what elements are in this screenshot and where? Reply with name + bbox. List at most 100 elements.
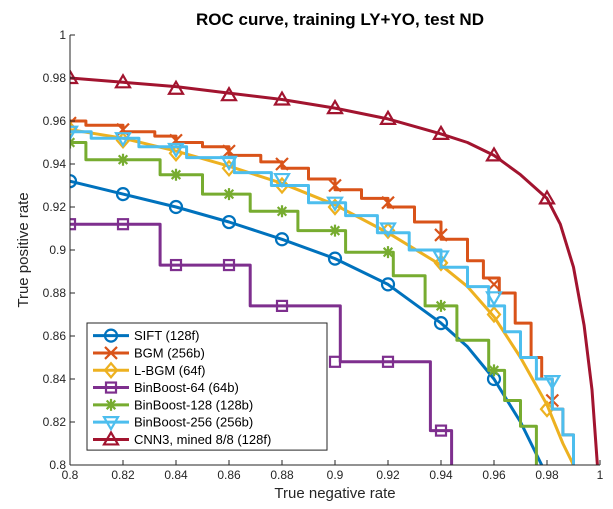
legend-label-2: L-BGM (64f) bbox=[134, 363, 206, 378]
x-tick-label-1: 0.82 bbox=[111, 468, 135, 482]
x-tick-label-2: 0.84 bbox=[164, 468, 188, 482]
series-5-marker-0 bbox=[70, 125, 79, 141]
series-5-marker-1 bbox=[114, 132, 132, 148]
series-0-marker-3 bbox=[221, 214, 237, 230]
y-tick-label-10: 1 bbox=[59, 28, 66, 42]
series-line-0 bbox=[70, 179, 544, 465]
legend-swatch-marker-2 bbox=[103, 361, 119, 379]
series-layer bbox=[70, 68, 599, 465]
legend-label-6: CNN3, mined 8/8 (128f) bbox=[134, 432, 271, 447]
x-tick-label-7: 0.94 bbox=[429, 468, 453, 482]
series-6-marker-7 bbox=[432, 124, 450, 140]
y-tick-label-5: 0.9 bbox=[49, 243, 66, 257]
series-6-marker-5 bbox=[326, 98, 344, 115]
legend-label-1: BGM (256b) bbox=[134, 345, 205, 360]
series-4-marker-2 bbox=[170, 168, 182, 181]
series-line-6 bbox=[70, 76, 599, 465]
series-6-marker-0 bbox=[70, 68, 79, 85]
series-line-5 bbox=[70, 130, 575, 465]
series-2-marker-4 bbox=[274, 176, 290, 195]
y-tick-label-8: 0.96 bbox=[43, 114, 67, 128]
series-5-marker-2 bbox=[167, 142, 185, 159]
x-tick-label-0: 0.8 bbox=[62, 468, 79, 482]
series-0 bbox=[70, 174, 544, 465]
legend-label-5: BinBoost-256 (256b) bbox=[134, 415, 253, 430]
series-6-marker-3 bbox=[220, 86, 238, 102]
x-tick-label-8: 0.96 bbox=[482, 468, 506, 482]
series-5-marker-8 bbox=[485, 291, 503, 307]
y-tick-label-2: 0.84 bbox=[43, 372, 67, 386]
series-5-marker-5 bbox=[326, 196, 344, 212]
series-5-marker-9 bbox=[543, 375, 562, 391]
series-6-marker-2 bbox=[167, 79, 185, 95]
series-3-marker-2 bbox=[169, 258, 183, 272]
series-4-marker-5 bbox=[329, 224, 341, 237]
legend-swatch-marker-5 bbox=[102, 416, 120, 432]
x-tick-label-10: 1 bbox=[597, 468, 604, 482]
chart-title: ROC curve, training LY+YO, test ND bbox=[196, 10, 484, 29]
series-6-marker-4 bbox=[273, 90, 291, 106]
legend-label-0: SIFT (128f) bbox=[134, 328, 200, 343]
series-1-marker-5 bbox=[328, 178, 342, 193]
legend-label-3: BinBoost-64 (64b) bbox=[134, 380, 239, 395]
legend-swatch-marker-3 bbox=[104, 381, 118, 394]
y-axis-label: True positive rate bbox=[15, 192, 32, 307]
series-5 bbox=[70, 125, 575, 465]
y-tick-label-1: 0.82 bbox=[43, 415, 67, 429]
series-4-marker-8 bbox=[488, 364, 500, 377]
series-3-marker-7 bbox=[434, 424, 448, 437]
legend-swatch-marker-1 bbox=[104, 346, 118, 360]
series-0-marker-5 bbox=[327, 251, 343, 266]
series-3-marker-1 bbox=[116, 218, 130, 231]
series-5-marker-6 bbox=[379, 222, 397, 238]
series-0-marker-0 bbox=[70, 174, 78, 189]
series-0-marker-2 bbox=[168, 199, 184, 215]
series-5-marker-3 bbox=[220, 155, 238, 172]
series-1-marker-4 bbox=[275, 157, 289, 171]
series-4-marker-1 bbox=[117, 153, 129, 166]
series-4-marker-4 bbox=[276, 205, 288, 218]
legend-label-4: BinBoost-128 (128b) bbox=[134, 397, 253, 412]
x-tick-label-4: 0.88 bbox=[270, 468, 294, 482]
series-0-marker-4 bbox=[274, 232, 290, 247]
series-0-marker-1 bbox=[115, 187, 131, 202]
series-4-marker-3 bbox=[223, 188, 235, 201]
legend-swatch-marker-4 bbox=[105, 398, 117, 411]
series-3-marker-3 bbox=[222, 258, 236, 272]
y-tick-label-9: 0.98 bbox=[43, 71, 67, 85]
x-tick-label-6: 0.92 bbox=[376, 468, 400, 482]
y-tick-label-0: 0.8 bbox=[49, 458, 66, 472]
series-2-marker-8 bbox=[486, 305, 502, 324]
series-4-marker-6 bbox=[382, 246, 394, 259]
series-3 bbox=[70, 218, 454, 465]
series-3-marker-4 bbox=[275, 299, 289, 312]
series-6-marker-6 bbox=[379, 109, 397, 125]
series-6-marker-8 bbox=[485, 146, 503, 162]
series-2-marker-7 bbox=[433, 254, 449, 272]
y-tick-label-6: 0.92 bbox=[43, 200, 67, 214]
legend: SIFT (128f) BGM (256b) L-BGM (64f) BinBoost… bbox=[86, 322, 328, 451]
x-axis-label: True negative rate bbox=[274, 485, 395, 502]
series-4 bbox=[70, 136, 538, 465]
y-tick-label-4: 0.88 bbox=[43, 286, 67, 300]
series-0-marker-7 bbox=[433, 316, 449, 331]
x-tick-label-5: 0.9 bbox=[327, 468, 344, 482]
series-line-3 bbox=[70, 222, 454, 465]
series-0-marker-6 bbox=[380, 277, 396, 292]
series-4-marker-7 bbox=[435, 299, 447, 312]
series-5-marker-7 bbox=[432, 250, 450, 266]
x-tick-label-3: 0.86 bbox=[217, 468, 241, 482]
series-3-marker-0 bbox=[70, 218, 77, 231]
series-5-marker-4 bbox=[273, 172, 291, 189]
series-1-marker-7 bbox=[434, 228, 448, 242]
y-tick-label-3: 0.86 bbox=[43, 329, 67, 343]
series-1-marker-3 bbox=[222, 144, 236, 158]
y-tick-label-7: 0.94 bbox=[43, 157, 67, 171]
x-tick-label-9: 0.98 bbox=[535, 468, 559, 482]
series-3-marker-5 bbox=[328, 355, 342, 368]
series-6-marker-1 bbox=[114, 73, 132, 89]
series-6-marker-9 bbox=[538, 189, 556, 205]
series-3-marker-6 bbox=[381, 355, 395, 368]
series-1-marker-6 bbox=[381, 195, 395, 210]
